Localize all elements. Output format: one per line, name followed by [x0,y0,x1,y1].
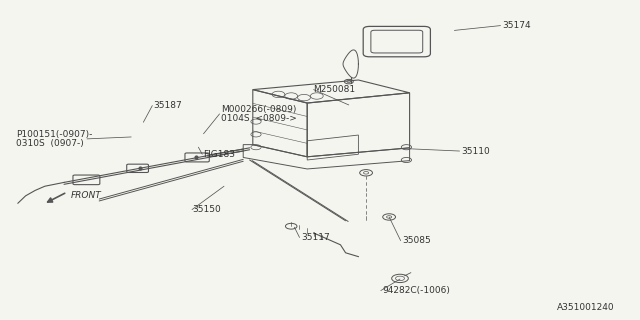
Text: 35174: 35174 [502,21,531,30]
Text: FIG183: FIG183 [204,150,236,159]
Text: 0104S  <0809->: 0104S <0809-> [221,114,297,123]
Text: 35085: 35085 [402,236,431,245]
Text: 0310S  (0907-): 0310S (0907-) [16,139,84,148]
Text: 35150: 35150 [192,205,221,214]
Text: 94282C(-1006): 94282C(-1006) [382,286,450,295]
Text: P100151(-0907)-: P100151(-0907)- [16,130,92,139]
FancyBboxPatch shape [185,153,209,162]
Text: 35110: 35110 [461,147,490,156]
Text: FRONT: FRONT [70,191,101,200]
Text: M250081: M250081 [314,85,356,94]
FancyBboxPatch shape [73,175,100,185]
Text: 35187: 35187 [154,101,182,110]
FancyBboxPatch shape [127,164,148,172]
Text: A351001240: A351001240 [557,303,614,312]
Text: M000266(-0809): M000266(-0809) [221,105,296,114]
Text: 35117: 35117 [301,233,330,242]
